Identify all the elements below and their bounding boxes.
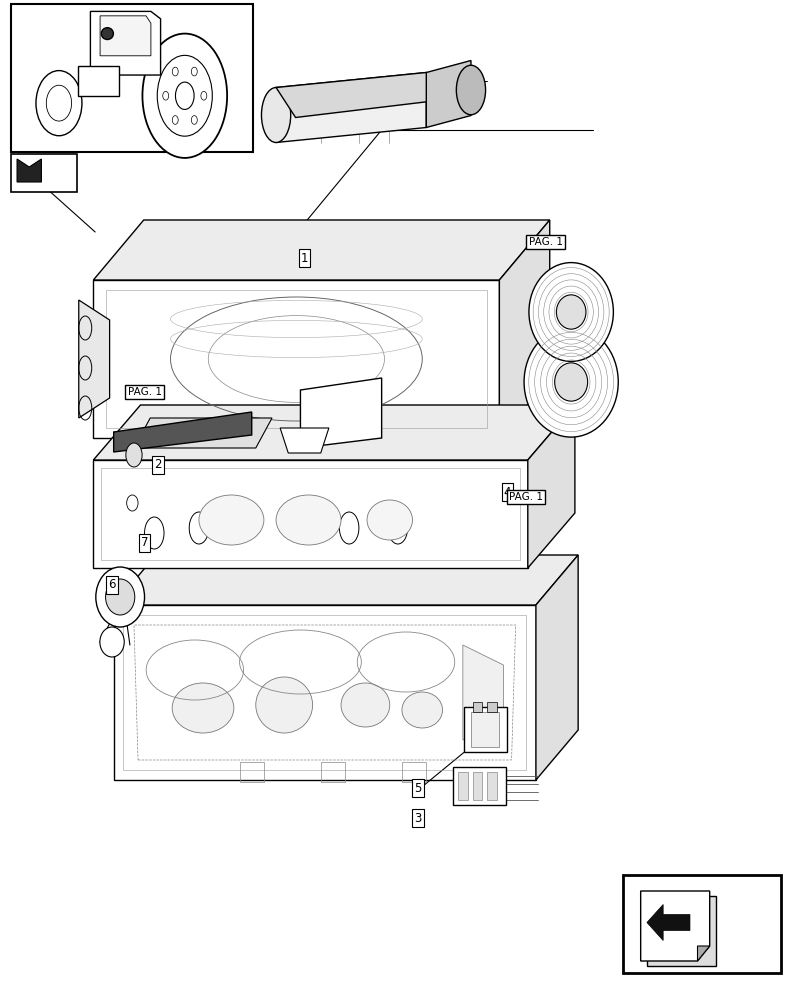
Polygon shape [114,412,251,452]
Polygon shape [93,220,549,280]
Bar [470,712,499,747]
Polygon shape [93,280,499,438]
Polygon shape [535,555,577,780]
Ellipse shape [101,28,114,40]
Bar [105,290,487,428]
Text: 5: 5 [414,782,422,794]
Ellipse shape [554,363,587,401]
Polygon shape [280,428,328,453]
Bar [11,4,252,152]
Polygon shape [100,16,151,56]
Text: 3: 3 [414,812,422,824]
Polygon shape [93,460,527,568]
Ellipse shape [261,88,290,142]
Polygon shape [640,891,709,961]
Bar [472,702,482,712]
Polygon shape [462,645,503,740]
Ellipse shape [199,495,264,545]
Ellipse shape [172,683,234,733]
Polygon shape [499,220,549,438]
Bar [457,772,467,800]
Ellipse shape [126,443,142,467]
Text: 7: 7 [140,536,148,550]
Polygon shape [646,904,689,940]
Bar [239,762,264,782]
Polygon shape [697,946,709,961]
Polygon shape [134,418,272,448]
Ellipse shape [556,295,586,329]
Polygon shape [300,378,381,448]
Polygon shape [276,73,445,117]
Ellipse shape [96,567,144,627]
Ellipse shape [36,71,82,136]
Bar [101,468,519,560]
Text: PAG. 1: PAG. 1 [528,237,562,247]
Ellipse shape [367,500,412,540]
Ellipse shape [523,327,617,437]
Polygon shape [276,73,426,142]
Polygon shape [527,405,574,568]
Bar [472,772,482,800]
Ellipse shape [401,692,442,728]
Ellipse shape [255,677,312,733]
Polygon shape [17,159,41,182]
Ellipse shape [142,34,227,158]
Bar [453,767,505,805]
Polygon shape [646,896,715,966]
Text: 2: 2 [154,458,162,472]
Bar [622,875,780,973]
Ellipse shape [341,683,389,727]
Polygon shape [79,300,109,418]
Ellipse shape [276,495,341,545]
Ellipse shape [456,65,485,115]
Ellipse shape [528,263,612,361]
Ellipse shape [100,627,124,657]
Bar [487,702,496,712]
Polygon shape [114,555,577,605]
Text: 1: 1 [300,251,308,264]
Bar [401,762,426,782]
Polygon shape [78,66,119,96]
Bar [123,615,526,770]
Polygon shape [426,60,470,127]
Bar [487,772,496,800]
Ellipse shape [105,579,135,615]
Text: PAG. 1: PAG. 1 [508,492,543,502]
Polygon shape [114,605,535,780]
Bar [464,707,506,752]
Bar [320,762,345,782]
Polygon shape [90,11,161,75]
Text: 6: 6 [108,578,116,591]
Text: 4: 4 [503,486,511,498]
Polygon shape [93,405,574,460]
Text: PAG. 1: PAG. 1 [127,387,161,397]
Bar [11,154,77,192]
